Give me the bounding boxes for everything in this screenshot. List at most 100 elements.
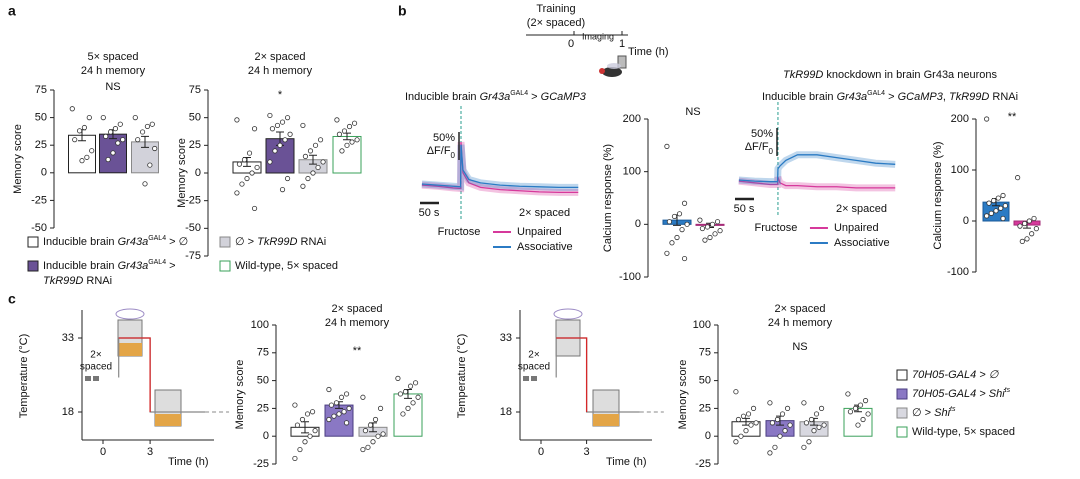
data-point xyxy=(415,394,421,400)
data-point xyxy=(272,148,278,154)
data-point xyxy=(277,142,283,148)
y-tick-label: 0 xyxy=(635,218,641,230)
data-point xyxy=(310,170,316,176)
timeline-tick-label: 0 xyxy=(568,38,574,50)
data-point xyxy=(1026,218,1032,224)
data-point xyxy=(287,131,293,137)
data-point xyxy=(681,255,688,262)
data-point xyxy=(84,154,90,160)
data-point xyxy=(331,413,337,419)
data-point xyxy=(1024,236,1030,242)
data-point xyxy=(341,128,348,134)
legend-label-part: RNAi xyxy=(83,275,112,287)
data-point xyxy=(294,422,301,428)
legend-swatch xyxy=(896,369,908,381)
data-point xyxy=(405,405,411,411)
data-point xyxy=(152,145,158,152)
legend-label-part: TkR99D xyxy=(257,236,297,248)
data-point xyxy=(1015,175,1021,181)
data-point xyxy=(712,231,718,237)
protocol-icon xyxy=(523,376,529,381)
chart-title-part: Gr43a xyxy=(480,91,511,103)
data-point xyxy=(1002,203,1008,209)
chart-title-part: GAL4 xyxy=(867,90,885,97)
data-point xyxy=(315,164,321,171)
data-point xyxy=(132,115,138,121)
legend-label: ∅ > Shits xyxy=(912,406,956,419)
data-point xyxy=(346,123,353,130)
data-point xyxy=(684,221,690,227)
data-point xyxy=(772,444,778,450)
data-point xyxy=(274,122,281,129)
scale-label: 50% xyxy=(433,132,455,144)
data-point xyxy=(72,137,78,143)
legend-label-part: ts xyxy=(950,406,956,413)
data-point xyxy=(774,416,781,423)
data-point xyxy=(115,140,121,146)
significance: * xyxy=(278,89,283,101)
x-tick-label: 3 xyxy=(584,446,590,458)
data-point xyxy=(1017,223,1023,229)
data-point xyxy=(362,428,369,434)
legend-swatch xyxy=(219,236,231,248)
data-point xyxy=(784,405,791,411)
data-point xyxy=(351,120,358,126)
data-point xyxy=(282,137,288,143)
data-point xyxy=(334,117,340,123)
y-axis-label: Memory score xyxy=(234,360,246,430)
scale-label-part: ΔF/F xyxy=(745,141,769,153)
data-point xyxy=(821,422,827,428)
data-point xyxy=(402,389,409,395)
data-point xyxy=(714,219,721,225)
data-point xyxy=(309,409,316,415)
data-point xyxy=(300,183,306,189)
chart-title-part: GAL4 xyxy=(510,90,528,97)
y-tick-label: 0 xyxy=(263,430,269,442)
panel-label: a xyxy=(8,3,16,19)
chart-title-part: > xyxy=(885,91,898,103)
y-axis-label: Memory score xyxy=(176,138,188,208)
legend-label-part: RNAi xyxy=(297,236,326,248)
protocol-label: spaced xyxy=(80,362,112,373)
chart-title: 24 h memory xyxy=(81,65,146,77)
data-point xyxy=(354,137,360,143)
y-tick-label: 0 xyxy=(41,167,47,179)
data-point xyxy=(365,444,371,450)
data-point xyxy=(304,411,311,417)
data-point xyxy=(738,433,744,439)
y-tick-label: 33 xyxy=(500,332,512,344)
stimulus-label: Fructose xyxy=(755,222,798,234)
data-point xyxy=(666,219,673,225)
data-point xyxy=(1033,226,1039,232)
chart-title: 24 h memory xyxy=(248,65,313,77)
scale-label-part: 0 xyxy=(769,147,774,156)
timeline-label: Imaging xyxy=(582,31,614,41)
legend-label-part: ∅ > xyxy=(912,407,934,419)
scale-label-part: 0 xyxy=(451,151,456,160)
protocol-label: 2× xyxy=(528,350,540,361)
data-point xyxy=(103,133,109,139)
data-point xyxy=(292,455,298,462)
data-point xyxy=(702,237,708,243)
y-tick-label: 33 xyxy=(62,332,74,344)
data-point xyxy=(326,386,332,393)
data-point xyxy=(305,175,311,182)
data-point xyxy=(717,228,723,234)
data-point xyxy=(147,162,153,168)
data-point xyxy=(845,391,851,397)
data-point xyxy=(236,161,243,167)
y-tick-label: 18 xyxy=(500,406,512,418)
chart-title-part: > xyxy=(528,91,541,103)
data-point xyxy=(745,411,752,417)
scale-label-part: 50% xyxy=(751,128,773,140)
data-point xyxy=(135,137,141,143)
data-point xyxy=(674,234,680,241)
data-point xyxy=(284,115,291,121)
significance: NS xyxy=(105,81,120,93)
trace xyxy=(738,176,896,189)
data-point xyxy=(801,400,807,406)
data-point xyxy=(988,210,994,216)
timeline-text: Training xyxy=(536,3,575,15)
protocol-icon xyxy=(85,376,91,381)
data-point xyxy=(142,181,148,187)
